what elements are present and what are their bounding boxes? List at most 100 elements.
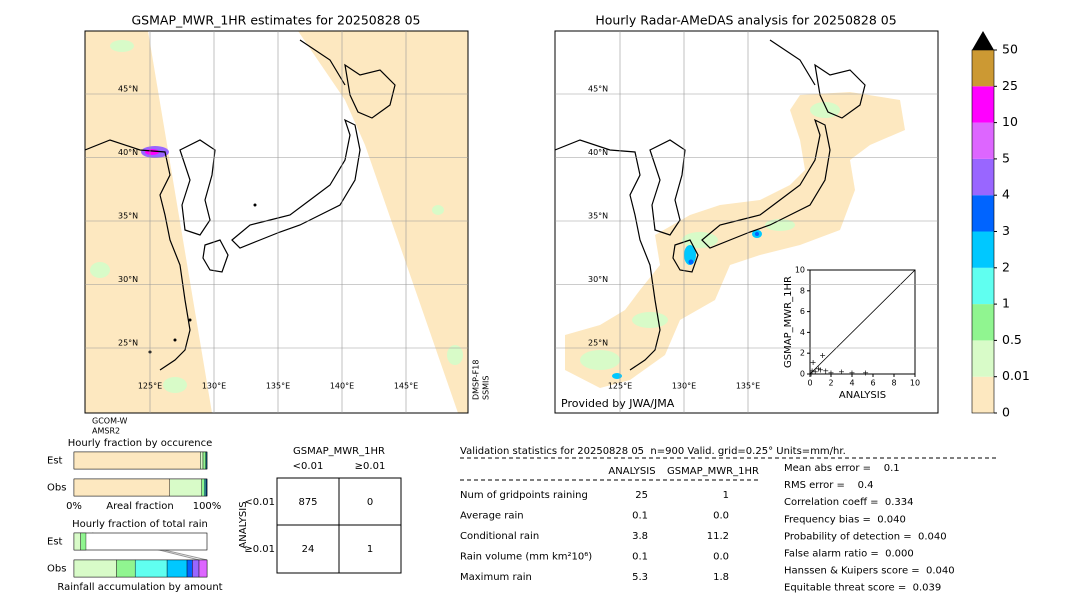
lat-label: 40°N: [588, 148, 608, 157]
analysis-value: 0.1: [632, 552, 648, 563]
y-tick-label: 2: [800, 349, 805, 358]
bar-segment: [200, 451, 204, 470]
colorbar-segment: [972, 195, 994, 232]
row-label: Rain volume (mm km²10⁶): [460, 552, 592, 563]
bar-segment: [73, 559, 117, 578]
y-tick-label: 10: [795, 266, 805, 275]
bar-segment: [80, 532, 87, 551]
lat-label: 30°N: [118, 275, 138, 284]
sensor-label: AMSR2: [92, 427, 120, 436]
point: +: [862, 368, 869, 377]
y-tick-label: 4: [800, 328, 805, 337]
diagonal: [809, 269, 916, 375]
analysis-value: 0.1: [632, 511, 648, 522]
x-tick-label: 2: [828, 379, 833, 388]
cell: 1: [367, 544, 373, 555]
bar-segment: [166, 559, 188, 578]
colorbar-label: 0.01: [1002, 368, 1030, 383]
point: +: [849, 368, 856, 377]
row-label: Maximum rain: [460, 572, 532, 583]
lat-label: 35°N: [588, 212, 608, 221]
point: +: [810, 358, 817, 367]
gsmap-value: 0.0: [713, 511, 729, 522]
bar-segment: [73, 451, 201, 470]
right-map: [555, 31, 938, 413]
x-tick-label: 0: [807, 379, 812, 388]
colorbar-segment: [972, 50, 994, 87]
colorbar-label: 0: [1002, 405, 1010, 420]
x-axis-label: ANALYSIS: [839, 390, 886, 401]
row-title: ANALYSIS: [238, 501, 249, 548]
lat-label: 25°N: [118, 339, 138, 348]
cell: 24: [302, 544, 315, 555]
bar-segment: [201, 478, 205, 497]
bar-segment: [186, 559, 193, 578]
sensor-label: GCOM-W: [92, 417, 128, 426]
category-label: Est: [47, 537, 63, 548]
row-label: Average rain: [460, 511, 524, 522]
bar-segment: [116, 559, 136, 578]
category-label: Obs: [47, 483, 66, 494]
point: +: [822, 366, 829, 375]
score: Mean abs error = 0.1: [784, 463, 900, 474]
score: RMS error = 0.4: [784, 480, 874, 491]
x-axis-label: Areal fraction: [106, 501, 173, 512]
x-tick-label: 10: [910, 379, 920, 388]
lon-label: 140°E: [330, 382, 354, 391]
y-tick-label: 6: [800, 307, 805, 316]
credit: Provided by JWA/JMA: [561, 397, 675, 410]
x-tick-label: 0%: [66, 501, 82, 512]
point: +: [809, 366, 816, 375]
score: Frequency bias = 0.040: [784, 514, 906, 525]
lon-label: 125°E: [138, 382, 162, 391]
gsmap-value: 1.8: [713, 572, 729, 583]
bar-segment: [169, 478, 202, 497]
lon-label: 135°E: [736, 382, 760, 391]
colorbar-label: 1: [1002, 296, 1010, 311]
point: +: [838, 367, 845, 376]
colorbar-segment: [972, 304, 994, 341]
bar-segment: [202, 451, 206, 470]
score: Hanssen & Kuipers score = 0.040: [784, 566, 955, 577]
score: False alarm ratio = 0.000: [784, 549, 914, 560]
category-label: Obs: [47, 564, 66, 575]
sensor-label: SSMIS: [482, 376, 491, 401]
colorbar-label: 0.5: [1002, 332, 1022, 347]
x-axis-label: Rainfall accumulation by amount: [57, 582, 222, 593]
point: +: [815, 364, 822, 373]
point: +: [808, 370, 815, 379]
cell: 875: [298, 497, 317, 508]
row-label: Conditional rain: [460, 531, 539, 542]
column-header: GSMAP_MWR_1HR: [667, 466, 759, 477]
gsmap-value: 1: [723, 490, 729, 501]
lat-label: 35°N: [118, 212, 138, 221]
colorbar-label: 4: [1002, 187, 1010, 202]
bar-segment: [134, 559, 168, 578]
lon-label: 145°E: [394, 382, 418, 391]
point: +: [828, 368, 835, 377]
left-map-title: GSMAP_MWR_1HR estimates for 20250828 05: [132, 13, 421, 28]
bar-segment: [73, 478, 170, 497]
gsmap-value: 0.0: [713, 552, 729, 563]
row-label: ≥0.01: [244, 544, 275, 555]
colorbar-segment: [972, 231, 994, 268]
lat-label: 30°N: [588, 275, 608, 284]
right-map-frame: [554, 30, 939, 414]
validation-header: Validation statistics for 20250828 05 n=…: [460, 446, 846, 457]
lon-label: 135°E: [266, 382, 290, 391]
row-label: <0.01: [244, 497, 275, 508]
col-label: ≥0.01: [355, 461, 386, 472]
left-map-frame: [84, 30, 469, 414]
colorbar-label: 2: [1002, 259, 1010, 274]
y-tick-label: 8: [800, 286, 805, 295]
lat-label: 25°N: [588, 339, 608, 348]
category-label: Est: [47, 456, 63, 467]
left-map: [85, 31, 468, 413]
bar-segment: [206, 451, 208, 470]
colorbar-extend: [972, 31, 994, 50]
right-map-title: Hourly Radar-AMeDAS analysis for 2025082…: [595, 13, 896, 28]
colorbar-label: 5: [1002, 150, 1010, 165]
contingency-title: GSMAP_MWR_1HR: [293, 446, 385, 457]
